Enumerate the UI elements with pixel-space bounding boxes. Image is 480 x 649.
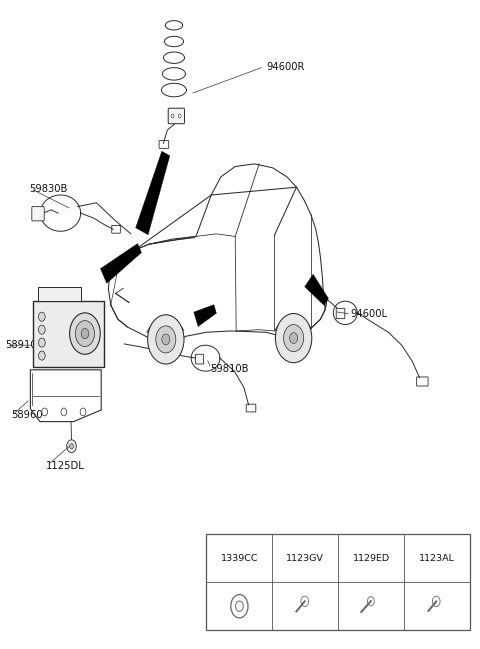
Text: 1125DL: 1125DL xyxy=(46,461,85,471)
Circle shape xyxy=(148,315,184,364)
Circle shape xyxy=(67,440,76,453)
Circle shape xyxy=(80,408,86,416)
FancyBboxPatch shape xyxy=(195,354,204,364)
Polygon shape xyxy=(136,151,170,235)
Text: 1123AL: 1123AL xyxy=(419,554,455,563)
Polygon shape xyxy=(100,243,142,283)
Text: 58960: 58960 xyxy=(11,410,43,420)
Circle shape xyxy=(38,338,45,347)
Circle shape xyxy=(70,444,73,449)
Circle shape xyxy=(38,312,45,321)
Circle shape xyxy=(289,333,298,343)
Text: 59810B: 59810B xyxy=(210,363,249,374)
Polygon shape xyxy=(305,275,328,305)
Text: 94600L: 94600L xyxy=(350,309,387,319)
Circle shape xyxy=(178,114,181,118)
Text: 1129ED: 1129ED xyxy=(352,554,390,563)
Circle shape xyxy=(75,321,95,347)
Circle shape xyxy=(284,324,304,352)
FancyBboxPatch shape xyxy=(38,287,81,301)
Circle shape xyxy=(171,114,174,118)
Text: 1339CC: 1339CC xyxy=(221,554,258,563)
Text: 1123GV: 1123GV xyxy=(286,554,324,563)
Circle shape xyxy=(156,326,176,353)
FancyBboxPatch shape xyxy=(168,108,184,124)
Bar xyxy=(206,534,470,630)
Text: 58910B: 58910B xyxy=(5,340,44,350)
Circle shape xyxy=(162,334,170,345)
Circle shape xyxy=(38,325,45,334)
FancyBboxPatch shape xyxy=(32,206,44,221)
Circle shape xyxy=(61,408,67,416)
Text: 94600R: 94600R xyxy=(266,62,305,72)
Text: 59830B: 59830B xyxy=(29,184,68,193)
Circle shape xyxy=(70,313,100,354)
FancyBboxPatch shape xyxy=(336,308,345,319)
Circle shape xyxy=(276,313,312,363)
Polygon shape xyxy=(194,305,216,326)
Circle shape xyxy=(81,328,89,339)
Circle shape xyxy=(42,408,48,416)
Circle shape xyxy=(38,351,45,360)
FancyBboxPatch shape xyxy=(33,301,104,367)
